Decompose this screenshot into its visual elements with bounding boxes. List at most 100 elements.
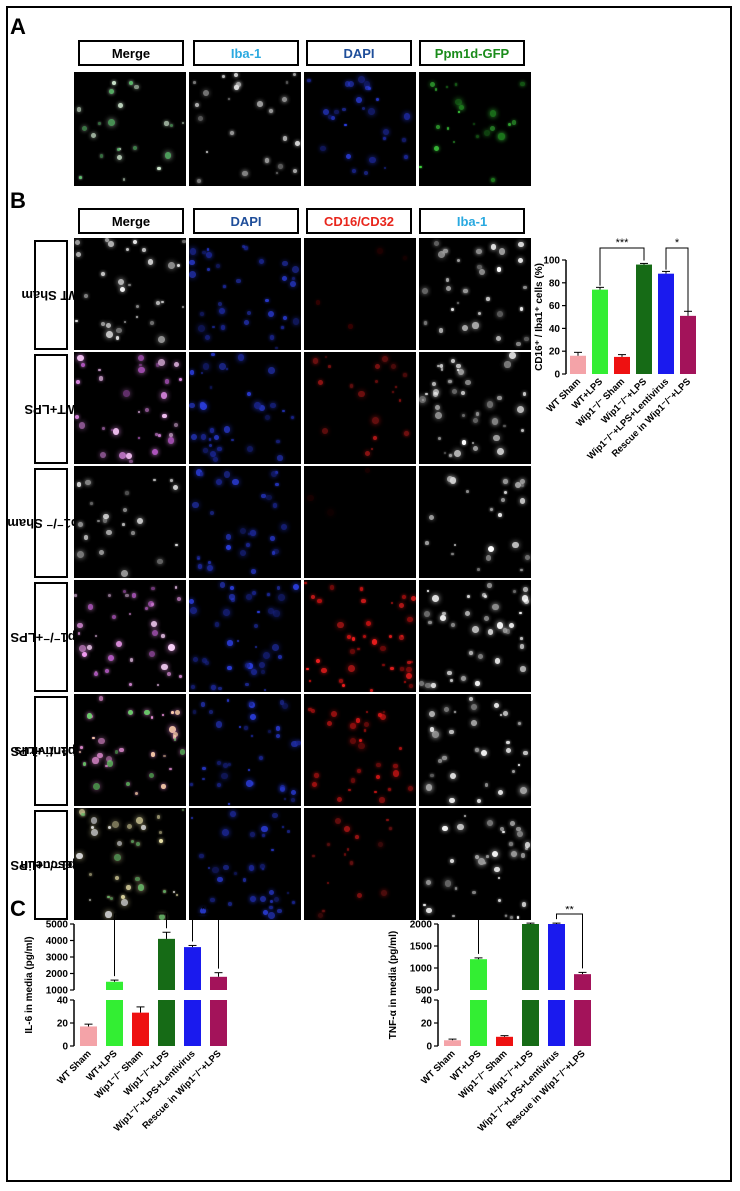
cell-spot xyxy=(222,609,230,617)
cell-spot xyxy=(296,740,301,746)
cell-spot xyxy=(229,594,235,600)
cell-spot xyxy=(245,543,250,548)
y-tick-label: 4000 xyxy=(46,936,69,947)
cell-spot xyxy=(76,107,82,113)
cell-spot xyxy=(329,585,335,590)
cell-spot xyxy=(145,606,149,610)
y-tick-label: 500 xyxy=(415,986,432,997)
x-tick-label: WT Sham xyxy=(55,1048,93,1086)
cell-spot xyxy=(457,369,464,376)
cell-spot xyxy=(122,522,125,526)
cell-spot xyxy=(268,310,275,317)
cell-spot xyxy=(118,451,126,459)
cell-spot xyxy=(484,783,489,788)
cell-spot xyxy=(437,437,441,440)
cell-spot xyxy=(276,586,281,591)
cell-spot xyxy=(275,346,278,350)
cell-spot xyxy=(181,121,185,125)
cell-spot xyxy=(217,760,222,765)
cell-spot xyxy=(454,83,458,86)
cell-spot xyxy=(76,852,84,860)
cell-spot xyxy=(506,740,510,745)
cell-spot xyxy=(257,101,263,107)
cell-spot xyxy=(153,479,156,482)
cell-spot xyxy=(477,858,485,866)
cell-spot xyxy=(207,268,211,271)
cell-spot xyxy=(345,81,351,87)
y-axis-label: CD16⁺ / Iba1⁺ cells (%) xyxy=(534,263,545,371)
cell-spot xyxy=(377,248,384,255)
cell-spot xyxy=(234,871,238,875)
cell-spot xyxy=(250,668,257,675)
cell-spot xyxy=(447,127,450,130)
cell-spot xyxy=(202,777,205,781)
cell-spot xyxy=(390,363,397,370)
cell-spot xyxy=(454,887,458,890)
cell-spot xyxy=(442,826,448,832)
cell-spot xyxy=(441,368,444,371)
cell-spot xyxy=(277,455,283,461)
cell-spot xyxy=(278,593,285,601)
cell-spot xyxy=(337,621,345,629)
bar xyxy=(592,289,608,374)
panel-a-header-dapi: DAPI xyxy=(306,40,412,66)
y-tick-label: 40 xyxy=(549,324,561,335)
cell-spot xyxy=(502,711,508,716)
cell-spot xyxy=(206,564,213,572)
cell-spot xyxy=(497,267,502,272)
cell-spot xyxy=(456,364,461,369)
cell-spot xyxy=(137,517,144,524)
cell-spot xyxy=(105,755,113,763)
cell-spot xyxy=(204,660,210,666)
cell-spot xyxy=(181,306,184,309)
panel-b-iba1-image-row-6 xyxy=(419,808,531,920)
cell-spot xyxy=(278,655,283,660)
cell-spot xyxy=(268,109,273,114)
cell-spot xyxy=(425,393,428,396)
cell-spot xyxy=(119,747,124,753)
cell-spot xyxy=(190,783,194,786)
cell-spot xyxy=(466,490,470,494)
panel-b-iba1-image-row-5 xyxy=(419,694,531,806)
panel-b-iba1-image-row-2 xyxy=(419,352,531,464)
cell-spot xyxy=(269,890,275,896)
cell-spot xyxy=(282,136,288,141)
cell-spot xyxy=(521,595,528,602)
cell-spot xyxy=(202,766,206,771)
cell-spot xyxy=(477,264,482,270)
cell-spot xyxy=(248,533,251,536)
panel-b-cd16-image-row-5 xyxy=(304,694,416,806)
bar-upper xyxy=(184,947,201,990)
cell-spot xyxy=(419,165,423,169)
cell-spot xyxy=(128,80,133,85)
cell-spot xyxy=(452,914,455,918)
panel-b-merge-image-row-1 xyxy=(74,238,186,350)
cell-spot xyxy=(520,81,525,87)
cell-spot xyxy=(126,823,133,830)
cell-spot xyxy=(497,311,504,318)
cell-spot xyxy=(182,809,185,812)
cell-spot xyxy=(453,140,456,143)
panel-b-iba1-image-row-4 xyxy=(419,580,531,692)
significance-bracket xyxy=(114,913,167,977)
cell-spot xyxy=(109,896,113,900)
cell-spot xyxy=(410,595,416,601)
cell-spot xyxy=(290,789,297,796)
cell-spot xyxy=(498,512,503,517)
cell-spot xyxy=(152,449,159,456)
cell-spot xyxy=(253,402,261,410)
cell-spot xyxy=(172,484,178,490)
cell-spot xyxy=(403,256,408,261)
cell-spot xyxy=(101,322,106,327)
cell-spot xyxy=(161,664,168,671)
cell-spot xyxy=(325,356,328,359)
cell-spot xyxy=(155,300,161,306)
cell-spot xyxy=(221,772,228,780)
cell-spot xyxy=(78,422,86,429)
cell-spot xyxy=(477,568,480,571)
cell-spot xyxy=(346,634,352,640)
cell-spot xyxy=(228,902,233,906)
cell-spot xyxy=(521,902,527,907)
cell-spot xyxy=(316,300,321,305)
cell-spot xyxy=(451,552,454,556)
